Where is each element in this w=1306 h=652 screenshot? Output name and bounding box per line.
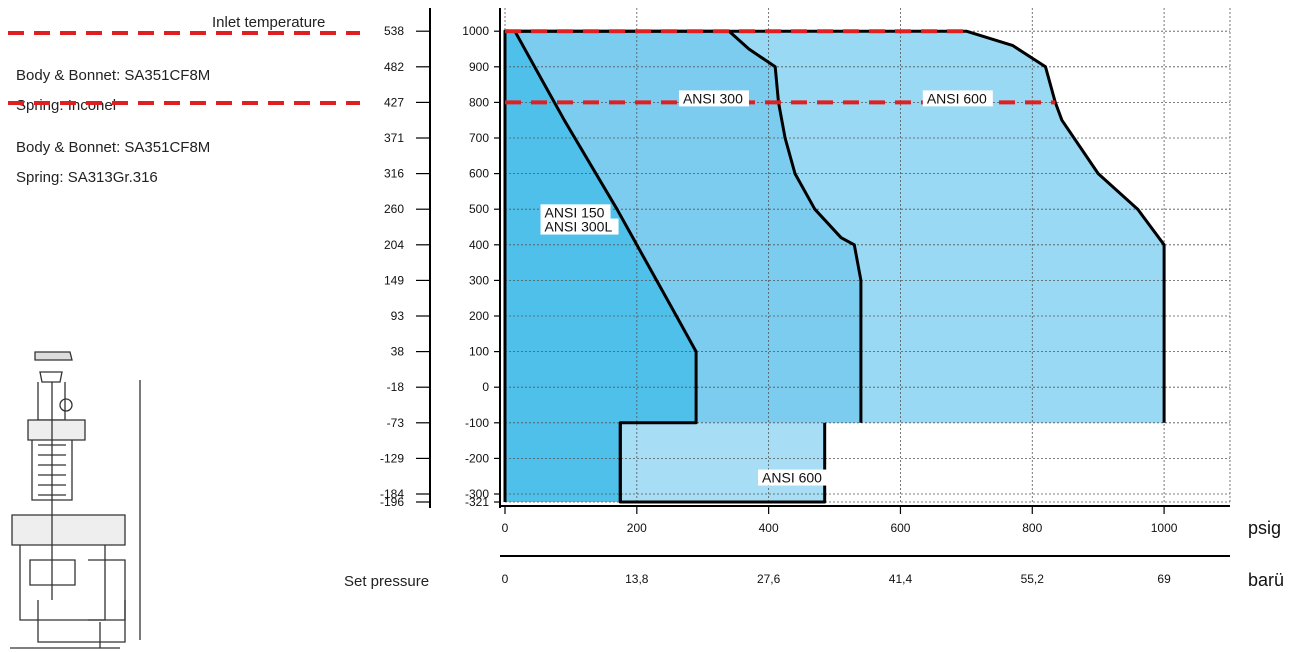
x-tick-psig: 400 (759, 521, 779, 535)
y-tick-f: 300 (469, 273, 489, 287)
y-tick-f: -200 (465, 451, 489, 465)
y-tick-f: 900 (469, 60, 489, 74)
region-label-bg-4 (758, 469, 829, 486)
y-tick-c: 149 (384, 273, 404, 287)
y-tick-f: 500 (469, 202, 489, 216)
region-outline-1 (503, 29, 863, 423)
x-unit-bar: barü (1248, 570, 1284, 590)
y-tick-c: 427 (384, 95, 404, 109)
x-tick-bar: 27,6 (757, 572, 781, 586)
y-tick-f: -300 (465, 487, 489, 501)
y-tick-c: -196 (380, 495, 404, 509)
y-tick-c: -73 (387, 416, 405, 430)
x-unit-psig: psig (1248, 518, 1281, 538)
y-tick-c: 38 (391, 345, 405, 359)
region-label-4: ANSI 600 (762, 470, 822, 486)
x-tick-bar: 55,2 (1021, 572, 1045, 586)
y-tick-f: -100 (465, 416, 489, 430)
y-tick-f: 0 (482, 380, 489, 394)
y-tick-c: -129 (380, 451, 404, 465)
x-tick-psig: 0 (502, 521, 509, 535)
y-tick-f: 200 (469, 309, 489, 323)
x-tick-psig: 1000 (1151, 521, 1178, 535)
y-tick-c: 482 (384, 60, 404, 74)
region-label-3: ANSI 600 (927, 90, 987, 106)
region-label-0: ANSI 150 (545, 204, 605, 220)
x-tick-bar: 13,8 (625, 572, 649, 586)
inlet-temperature-label: Inlet temperature (212, 14, 325, 31)
region-label-bg-3 (922, 90, 993, 107)
y-tick-c: 93 (391, 309, 405, 323)
region-2 (505, 31, 697, 502)
plot-area: -321 -196 -300 -184 -200 -129 -100 -73 0 -18 100 38… (344, 8, 1284, 590)
x-tick-psig: 800 (1022, 521, 1042, 535)
y-tick-c: 260 (384, 202, 404, 216)
y-tick-c: -184 (380, 487, 404, 501)
y-tick-f: 1000 (462, 24, 489, 38)
y-tick-f: 600 (469, 167, 489, 181)
x-tick-bar: 0 (502, 572, 509, 586)
region-3 (620, 422, 825, 502)
y-tick-c: -18 (387, 380, 405, 394)
y-tick-f: 800 (469, 95, 489, 109)
valve-cross-section-drawing (10, 351, 141, 649)
body-bonnet-label-1: Body & Bonnet: SA351CF8M (16, 67, 210, 84)
region-label-1: ANSI 300L (545, 219, 613, 235)
y-tick-f: 400 (469, 238, 489, 252)
body-bonnet-label-2: Body & Bonnet: SA351CF8M (16, 139, 210, 156)
y-tick-c: 316 (384, 167, 404, 181)
y-tick-c: 204 (384, 238, 404, 252)
region-label-bg-1 (540, 218, 619, 235)
spring-sa313-label: Spring: SA313Gr.316 (16, 169, 158, 186)
x-axis-title: Set pressure (344, 573, 429, 590)
x-tick-psig: 200 (627, 521, 647, 535)
region-label-2: ANSI 300 (683, 90, 743, 106)
spring-inconel-label: Spring: Inconel (16, 97, 116, 114)
region-outline-2 (503, 29, 698, 502)
y-tick-f: -321 (465, 495, 489, 509)
region-label-bg-0 (540, 204, 611, 221)
y-tick-f: 700 (469, 131, 489, 145)
x-tick-psig: 600 (890, 521, 910, 535)
region-outline-3 (618, 422, 827, 504)
y-tick-f: 100 (469, 345, 489, 359)
region-label-bg-2 (678, 90, 749, 107)
y-tick-c: 371 (384, 131, 404, 145)
x-tick-bar: 69 (1157, 572, 1171, 586)
x-tick-bar: 41,4 (889, 572, 913, 586)
y-tick-c: 538 (384, 24, 404, 38)
